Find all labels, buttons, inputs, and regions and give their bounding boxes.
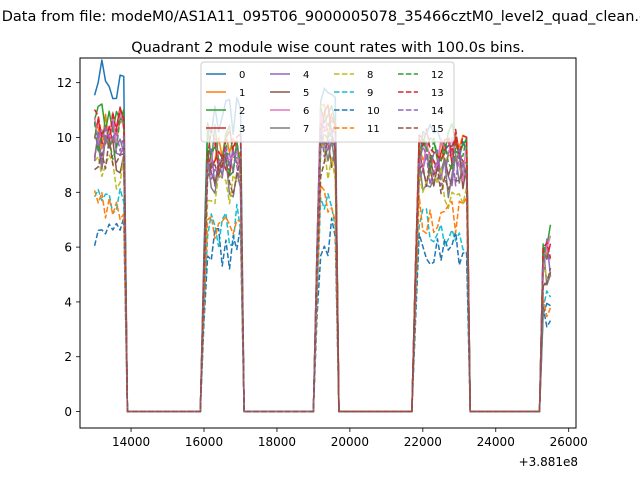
legend-label-15: 15: [431, 124, 444, 135]
legend-label-9: 9: [367, 88, 373, 99]
axes-frame: [79, 57, 577, 429]
legend-label-10: 10: [367, 106, 380, 117]
x-offset-text: +3.881e8: [519, 455, 578, 469]
x-tick-label: 24000: [477, 435, 515, 449]
legend-label-2: 2: [239, 106, 245, 117]
x-tick-label: 16000: [185, 435, 223, 449]
legend-box: [200, 61, 455, 143]
y-tick-label: 4: [64, 295, 72, 309]
legend-label-7: 7: [303, 124, 309, 135]
y-tick-label: 0: [64, 405, 72, 419]
legend-label-11: 11: [367, 124, 380, 135]
x-tick-label: 20000: [331, 435, 369, 449]
legend-label-3: 3: [239, 124, 245, 135]
x-tick-label: 18000: [258, 435, 296, 449]
legend-label-12: 12: [431, 70, 444, 81]
y-axis: 0 2 4 6 8 10 12: [57, 76, 80, 419]
y-tick-label: 6: [64, 241, 72, 255]
x-tick-label: 22000: [404, 435, 442, 449]
legend-label-5: 5: [303, 88, 309, 99]
y-tick-label: 10: [57, 131, 72, 145]
y-tick-label: 2: [64, 350, 72, 364]
y-tick-label: 12: [57, 76, 72, 90]
x-axis: 14000 16000 18000 20000 22000 24000 26000: [112, 428, 588, 449]
legend-label-14: 14: [431, 106, 444, 117]
y-tick-label: 8: [64, 186, 72, 200]
legend-label-0: 0: [239, 70, 245, 81]
x-tick-label: 14000: [112, 435, 150, 449]
series-line-15: [94, 135, 552, 413]
x-tick-label: 26000: [550, 435, 588, 449]
legend-label-4: 4: [303, 70, 309, 81]
legend-label-6: 6: [303, 106, 309, 117]
legend-label-8: 8: [367, 70, 373, 81]
legend-label-1: 1: [239, 88, 245, 99]
chart-title: Quadrant 2 module wise count rates with …: [131, 40, 525, 56]
figure-suptitle: Data from file: modeM0/AS1A11_095T06_900…: [2, 9, 640, 25]
legend-label-13: 13: [431, 88, 444, 99]
